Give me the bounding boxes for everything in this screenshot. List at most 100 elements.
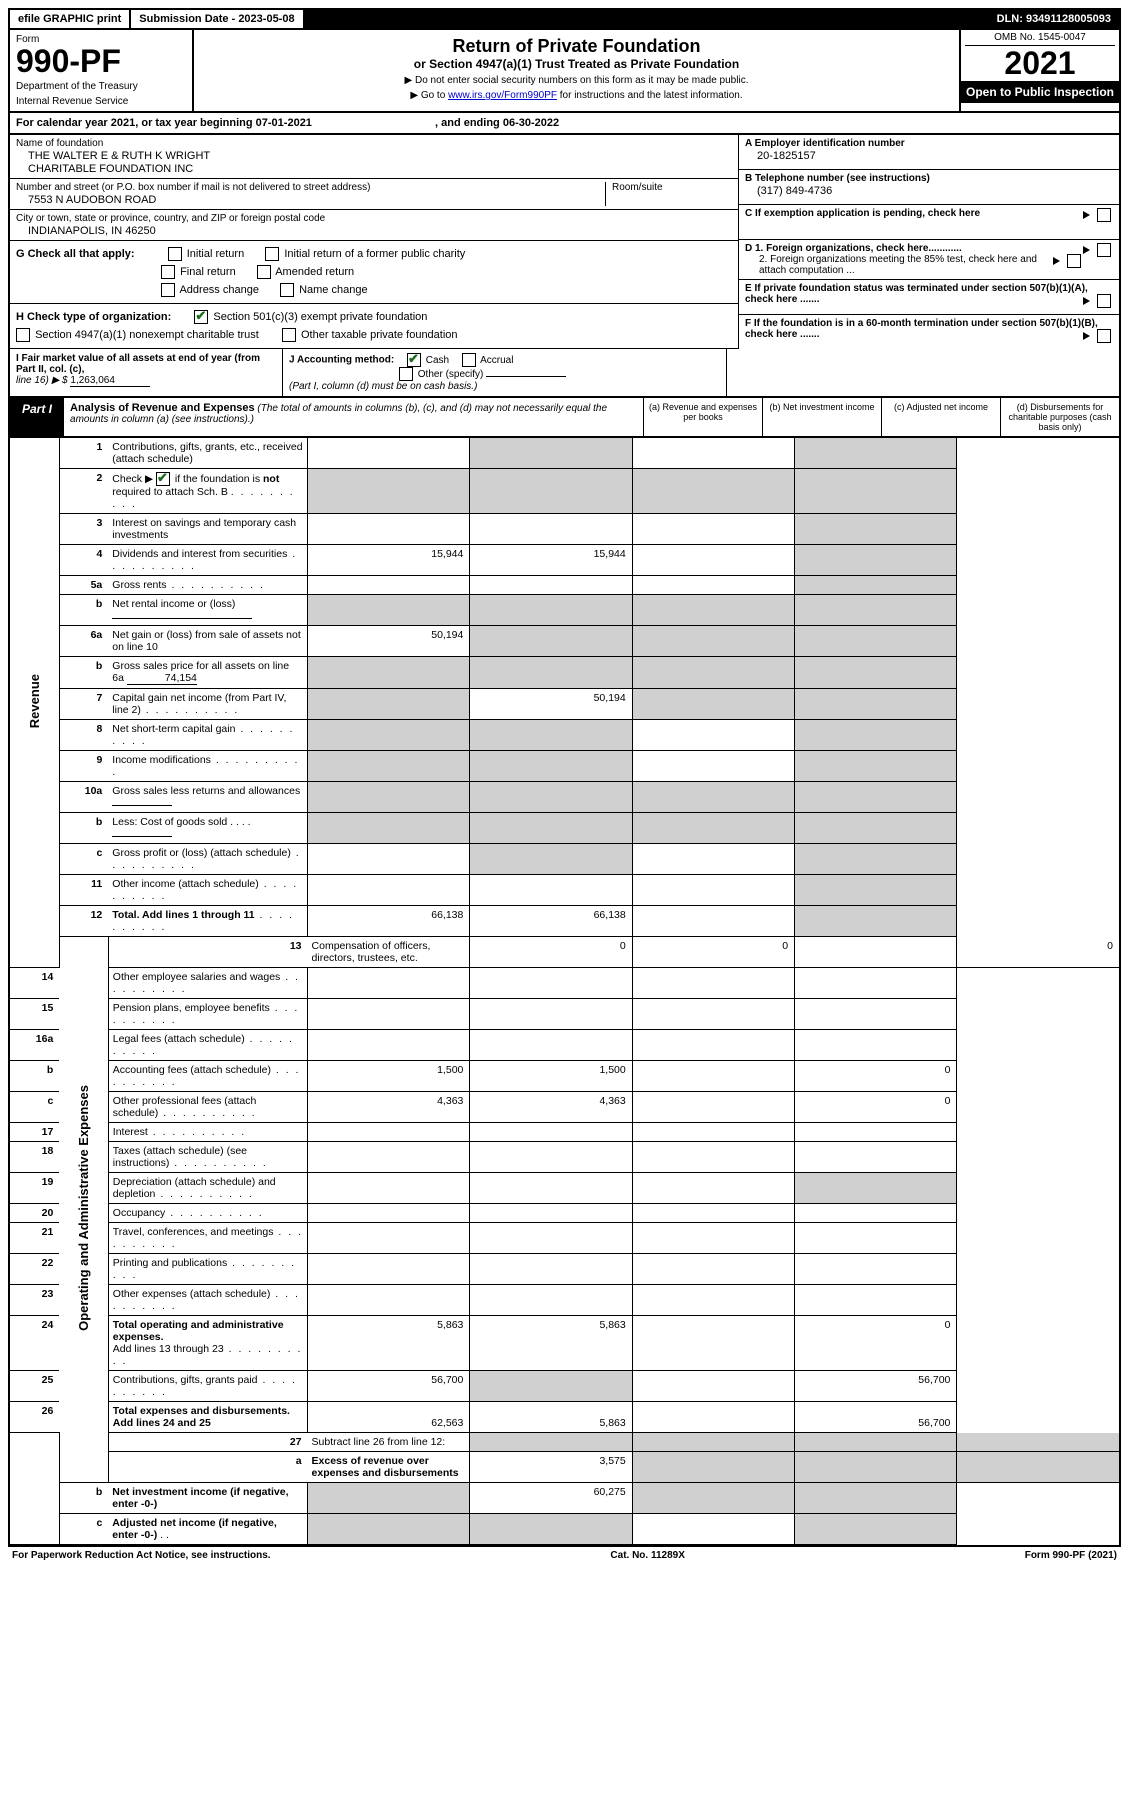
col-b-header: (b) Net investment income — [762, 398, 881, 436]
line-24-desc: Total operating and administrative expen… — [108, 1316, 307, 1371]
cal-year-end: 06-30-2022 — [503, 117, 559, 129]
row-10a: 10aGross sales less returns and allowanc… — [9, 782, 1120, 813]
checkbox-c[interactable] — [1097, 208, 1111, 222]
section-f: F If the foundation is in a 60-month ter… — [739, 315, 1119, 349]
cal-year-mid: , and ending — [435, 117, 503, 129]
line-6a-desc: Net gain or (loss) from sale of assets n… — [108, 626, 307, 657]
form-title: Return of Private Foundation — [200, 36, 953, 57]
dept-irs: Internal Revenue Service — [16, 96, 186, 107]
address-cell: Number and street (or P.O. box number if… — [10, 179, 738, 210]
row-27a: aExcess of revenue over expenses and dis… — [9, 1452, 1120, 1483]
cal-year-begin: 07-01-2021 — [256, 117, 312, 129]
line-27b-desc: Net investment income (if negative, ente… — [108, 1483, 307, 1514]
checkbox-amended-return[interactable] — [257, 265, 271, 279]
checkbox-4947[interactable] — [16, 328, 30, 342]
j-accrual: Accrual — [480, 355, 513, 366]
row-27: 27Subtract line 26 from line 12: — [9, 1433, 1120, 1452]
header-note-1: ▶ Do not enter social security numbers o… — [200, 75, 953, 86]
line-16c-desc: Other professional fees (attach schedule… — [108, 1092, 307, 1123]
row-10c: cGross profit or (loss) (attach schedule… — [9, 844, 1120, 875]
checkbox-f[interactable] — [1097, 329, 1111, 343]
line-10b-desc: Less: Cost of goods sold . . . . — [108, 813, 307, 844]
checkbox-accrual[interactable] — [462, 353, 476, 367]
header-note-2: ▶ Go to www.irs.gov/Form990PF for instru… — [200, 90, 953, 101]
header-center: Return of Private Foundation or Section … — [194, 30, 959, 111]
checkbox-501c3[interactable] — [194, 310, 208, 324]
l13-a: 0 — [470, 937, 632, 968]
g-initial: Initial return — [187, 248, 244, 260]
row-17: 17Interest — [9, 1123, 1120, 1142]
line-26-desc: Total expenses and disbursements. Add li… — [108, 1402, 307, 1433]
g-amended: Amended return — [275, 266, 354, 278]
checkbox-d1[interactable] — [1097, 243, 1111, 257]
l4-b: 15,944 — [470, 545, 632, 576]
col-c-header: (c) Adjusted net income — [881, 398, 1000, 436]
line-19-desc: Depreciation (attach schedule) and deple… — [108, 1173, 307, 1204]
l27a-a: 3,575 — [470, 1452, 632, 1483]
efile-print-button[interactable]: efile GRAPHIC print — [10, 10, 131, 28]
l16c-b: 4,363 — [470, 1092, 632, 1123]
l16c-d: 0 — [795, 1092, 957, 1123]
checkbox-name-change[interactable] — [280, 283, 294, 297]
checkbox-initial-return[interactable] — [168, 247, 182, 261]
line-4-desc: Dividends and interest from securities — [108, 545, 307, 576]
line-13-desc: Compensation of officers, directors, tru… — [308, 937, 470, 968]
d2-label: 2. Foreign organizations meeting the 85%… — [759, 254, 1039, 276]
checkbox-d2[interactable] — [1067, 254, 1081, 268]
note2-suffix: for instructions and the latest informat… — [557, 90, 743, 101]
row-14: 14Other employee salaries and wages — [9, 968, 1120, 999]
checkbox-address-change[interactable] — [161, 283, 175, 297]
g-label: G Check all that apply: — [16, 248, 135, 260]
submission-date: Submission Date - 2023-05-08 — [131, 10, 304, 28]
checkbox-cash[interactable] — [407, 353, 421, 367]
arrow-icon — [1083, 297, 1090, 305]
l16b-a: 1,500 — [308, 1061, 470, 1092]
line-12-desc: Total. Add lines 1 through 11 — [108, 906, 307, 937]
line-25-desc: Contributions, gifts, grants paid — [108, 1371, 307, 1402]
l16b-b: 1,500 — [470, 1061, 632, 1092]
row-9: 9Income modifications — [9, 751, 1120, 782]
section-d: D 1. Foreign organizations, check here..… — [739, 240, 1119, 280]
l6a-a: 50,194 — [308, 626, 470, 657]
row-1: Revenue 1 Contributions, gifts, grants, … — [9, 438, 1120, 469]
l26-d: 56,700 — [795, 1402, 957, 1433]
checkbox-other-method[interactable] — [399, 367, 413, 381]
f-label: F If the foundation is in a 60-month ter… — [745, 318, 1098, 340]
row-19: 19Depreciation (attach schedule) and dep… — [9, 1173, 1120, 1204]
j-other: Other (specify) — [418, 369, 484, 380]
l13-b: 0 — [632, 937, 794, 968]
j-cash: Cash — [426, 355, 449, 366]
checkbox-final-return[interactable] — [161, 265, 175, 279]
row-25: 25Contributions, gifts, grants paid56,70… — [9, 1371, 1120, 1402]
omb-number: OMB No. 1545-0047 — [965, 32, 1115, 46]
l7-b: 50,194 — [470, 689, 632, 720]
row-27c: cAdjusted net income (if negative, enter… — [9, 1514, 1120, 1545]
l25-d: 56,700 — [795, 1371, 957, 1402]
g-initial-former: Initial return of a former public charit… — [284, 248, 465, 260]
row-27b: bNet investment income (if negative, ent… — [9, 1483, 1120, 1514]
line-17-desc: Interest — [108, 1123, 307, 1142]
checkbox-e[interactable] — [1097, 294, 1111, 308]
l12-b: 66,138 — [470, 906, 632, 937]
checkbox-other-taxable[interactable] — [282, 328, 296, 342]
row-15: 15Pension plans, employee benefits — [9, 999, 1120, 1030]
fmv-accounting-row: I Fair market value of all assets at end… — [8, 349, 1121, 398]
checkbox-initial-former[interactable] — [265, 247, 279, 261]
ein-cell: A Employer identification number 20-1825… — [739, 135, 1119, 170]
info-grid: Name of foundation THE WALTER E & RUTH K… — [8, 135, 1121, 349]
section-h: H Check type of organization: Section 50… — [10, 304, 738, 349]
j-note: (Part I, column (d) must be on cash basi… — [289, 381, 477, 392]
line-27a-desc: Excess of revenue over expenses and disb… — [308, 1452, 470, 1483]
footer-bar: For Paperwork Reduction Act Notice, see … — [8, 1545, 1121, 1564]
h-501: Section 501(c)(3) exempt private foundat… — [213, 311, 427, 323]
name-label: Name of foundation — [16, 138, 103, 149]
h-4947: Section 4947(a)(1) nonexempt charitable … — [35, 329, 259, 341]
line-14-desc: Other employee salaries and wages — [108, 968, 307, 999]
e-label: E If private foundation status was termi… — [745, 283, 1088, 305]
l24-d: 0 — [795, 1316, 957, 1371]
line-20-desc: Occupancy — [108, 1204, 307, 1223]
checkbox-sch-b[interactable] — [156, 472, 170, 486]
foundation-name-2: CHARITABLE FOUNDATION INC — [28, 163, 732, 175]
form990pf-link[interactable]: www.irs.gov/Form990PF — [448, 90, 557, 101]
b-label: B Telephone number (see instructions) — [745, 173, 930, 184]
